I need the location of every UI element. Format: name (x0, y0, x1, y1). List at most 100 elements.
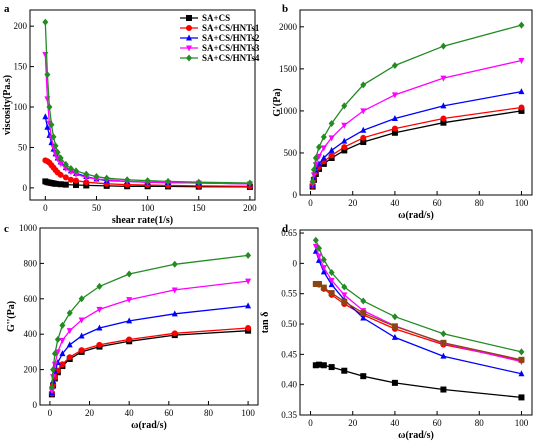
x-tick-label: 0 (308, 418, 313, 428)
data-point (42, 51, 49, 58)
data-point (341, 283, 348, 291)
data-point (341, 102, 348, 110)
panel-b-label: b (282, 3, 288, 15)
panel-d: d 0 20 40 60 80 100 0.35 0.40 0.45 0.50 0.55 0 0.65 ω(… (260, 223, 533, 441)
x-axis-title: ω(rad/s) (131, 420, 167, 431)
panel-b: b0 20 40 60 80 1000500100015002000ω(rad/s)G'(… (272, 3, 533, 221)
data-point (195, 178, 202, 186)
series-line (44, 54, 250, 185)
data-point (83, 179, 90, 186)
y-tick-label: 1000 (19, 223, 38, 233)
data-point (48, 388, 55, 395)
plot-frame (299, 9, 533, 196)
data-point (78, 347, 85, 354)
data-point (341, 122, 348, 129)
data-point (328, 120, 335, 128)
data-point (320, 133, 327, 141)
data-point (391, 323, 398, 330)
data-point (328, 281, 335, 288)
x-axis-title: shear rate(1/s) (112, 215, 173, 226)
data-point (83, 174, 90, 181)
x-tick-label: 150 (192, 203, 206, 213)
data-point (518, 88, 525, 95)
data-point (78, 332, 85, 339)
data-point (96, 306, 103, 313)
data-point (315, 253, 322, 260)
data-point (440, 42, 447, 50)
data-point (48, 383, 55, 391)
data-point (328, 268, 335, 276)
series-sa-cs-hnts4 (309, 21, 525, 186)
series-line (315, 283, 522, 361)
data-point (66, 309, 73, 317)
data-point (341, 298, 348, 305)
series-sa-cs-hnts4 (312, 236, 525, 356)
data-point (59, 350, 66, 357)
data-point (360, 108, 367, 115)
data-point (440, 119, 447, 126)
data-point (48, 121, 55, 129)
data-point (440, 352, 447, 359)
series-sa-cs-hnts1 (309, 104, 525, 189)
data-point (171, 310, 178, 317)
data-point (57, 161, 64, 168)
data-point (360, 297, 367, 305)
data-point (320, 256, 327, 264)
data-point (341, 147, 348, 154)
panel-a: a 0 50 100 150 200 0 50 100 150 200 shear rate(1/s)… (2, 3, 260, 226)
y-tick-label: 0.65 (281, 228, 297, 238)
data-point (440, 115, 447, 122)
y-tick-label: 0.45 (281, 349, 297, 359)
data-point (66, 354, 73, 361)
series-sa-cs-hnts3 (42, 51, 253, 188)
data-point (126, 297, 133, 304)
y-axis-title: G'(Pa) (272, 88, 283, 116)
data-point (67, 169, 74, 176)
data-point (246, 179, 253, 187)
data-point (52, 180, 59, 187)
x-tick-label: 200 (243, 203, 257, 213)
x-tick-label: 100 (141, 203, 155, 213)
data-point (312, 280, 319, 287)
y-tick-label: 500 (284, 148, 298, 158)
x-axis-title: ω(rad/s) (398, 430, 434, 441)
x-tick-label: 40 (390, 418, 400, 428)
data-point (440, 102, 447, 109)
data-point (391, 129, 398, 136)
data-point (518, 21, 525, 29)
y-tick-label: 1500 (279, 64, 298, 74)
data-point (315, 143, 322, 151)
data-point (46, 103, 53, 111)
data-point (518, 356, 525, 363)
data-point (360, 139, 367, 146)
data-point (320, 268, 327, 275)
x-tick-label: 80 (475, 198, 485, 208)
data-point (96, 324, 103, 331)
y-tick-label: 0 (293, 258, 298, 268)
data-point (66, 341, 73, 348)
data-point (360, 373, 367, 380)
y-tick-label: 800 (24, 258, 38, 268)
data-point (328, 277, 335, 284)
data-point (341, 367, 348, 374)
plot-frame (29, 9, 256, 201)
legend-entry: SA+CS (202, 13, 230, 23)
data-point (44, 123, 51, 130)
data-point (245, 302, 252, 309)
data-point (328, 146, 335, 153)
y-tick-label: 0.55 (281, 289, 297, 299)
data-point (360, 126, 367, 133)
data-point (83, 182, 90, 189)
data-point (44, 71, 51, 79)
data-point (66, 328, 73, 335)
x-tick-label: 60 (164, 408, 174, 418)
data-point (62, 160, 69, 168)
data-point (51, 350, 58, 358)
data-point (391, 379, 398, 386)
data-point (67, 176, 74, 183)
data-point (518, 57, 525, 64)
series-line (315, 283, 522, 362)
data-point (440, 330, 447, 338)
x-tick-label: 60 (433, 418, 443, 428)
